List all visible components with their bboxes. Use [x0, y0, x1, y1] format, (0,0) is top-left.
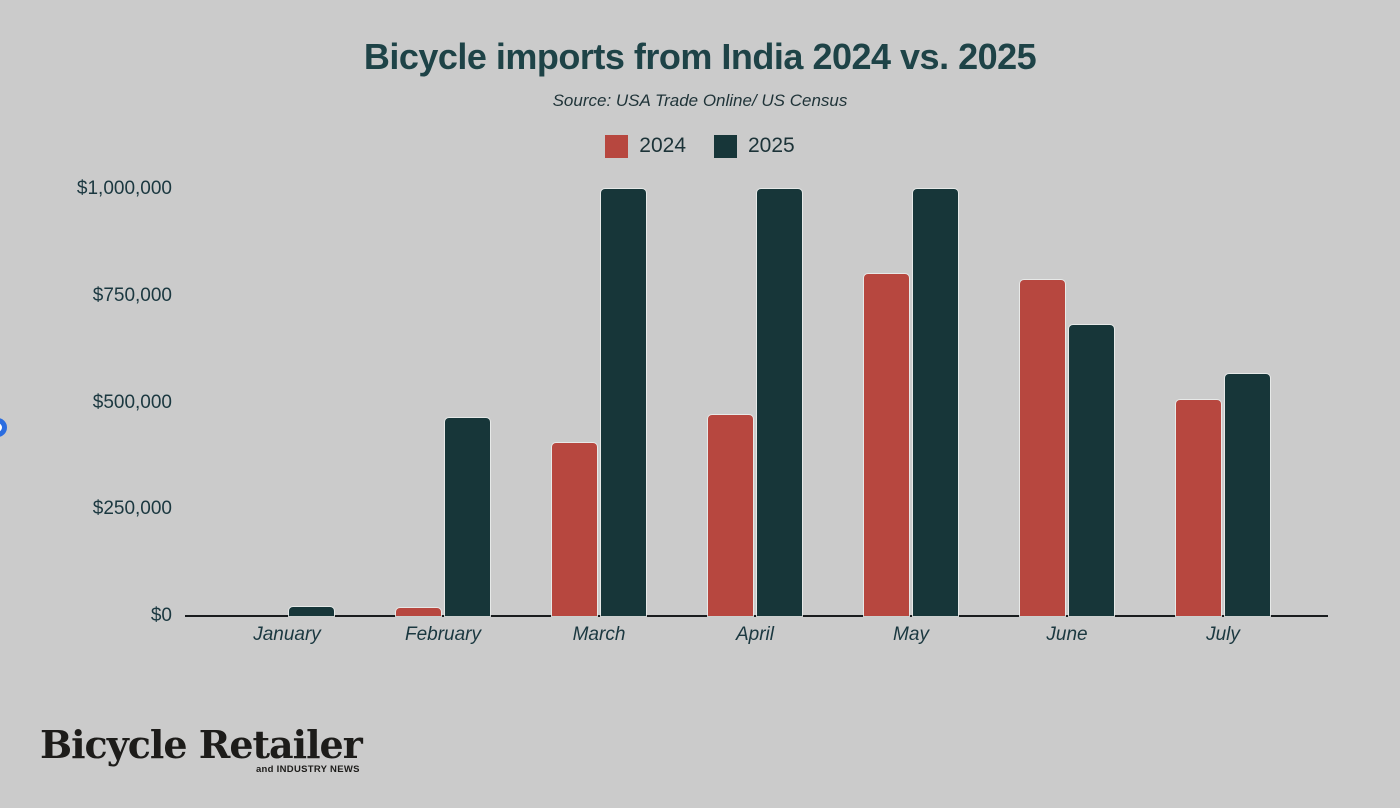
legend-label-2025: 2025 — [748, 134, 795, 157]
y-axis-tick-750000: $750,000 — [92, 284, 172, 306]
x-axis-tick-june: June — [1046, 624, 1088, 645]
legend-swatch-2025-icon — [714, 134, 737, 158]
logo-wordmark: Bicycle Retailer — [40, 722, 363, 767]
bar-2024-february — [396, 608, 441, 616]
chart-title: Bicycle imports from India 2024 vs. 2025 — [363, 36, 1037, 77]
legend-label-2024: 2024 — [639, 134, 686, 157]
bar-2025-july — [1225, 374, 1270, 616]
bar-2024-july — [1176, 400, 1221, 616]
y-axis-tick-250000: $250,000 — [92, 498, 172, 520]
legend-item-2024: 2024 — [605, 134, 686, 158]
bar-2025-june — [1069, 325, 1114, 616]
bar-2025-february — [445, 418, 490, 616]
bicycle-retailer-logo: Bicycle Retailer and INDUSTRY NEWS — [40, 722, 363, 775]
x-axis-tick-may: May — [893, 624, 929, 645]
legend-swatch-2024-icon — [605, 134, 629, 158]
y-axis-tick-500000: $500,000 — [92, 391, 172, 413]
x-axis-tick-january: January — [253, 624, 321, 645]
chart-legend: 2024 2025 — [0, 134, 1400, 158]
logo-tagline: and INDUSTRY NEWS — [255, 764, 360, 775]
bar-2024-june — [1020, 280, 1065, 616]
bar-2024-may — [864, 274, 909, 616]
x-axis-tick-march: March — [572, 624, 626, 645]
y-axis-tick-0: $0 — [150, 605, 172, 626]
x-axis-tick-july: July — [1206, 624, 1240, 645]
x-axis-tick-february: February — [404, 624, 482, 645]
y-axis-tick-1000000: $1,000,000 — [76, 178, 172, 199]
bar-2024-april — [708, 415, 753, 616]
x-axis-tick-april: April — [735, 624, 775, 645]
bar-2025-march — [601, 189, 646, 616]
bar-2025-may — [913, 189, 958, 616]
edge-floating-button[interactable] — [0, 418, 7, 437]
x-axis-line — [185, 615, 1328, 617]
bar-2025-april — [757, 189, 802, 616]
bar-2024-march — [552, 443, 597, 616]
chart-source-subtitle: Source: USA Trade Online/ US Census — [552, 91, 848, 110]
bar-2025-january — [289, 607, 334, 616]
legend-item-2025: 2025 — [714, 134, 795, 158]
